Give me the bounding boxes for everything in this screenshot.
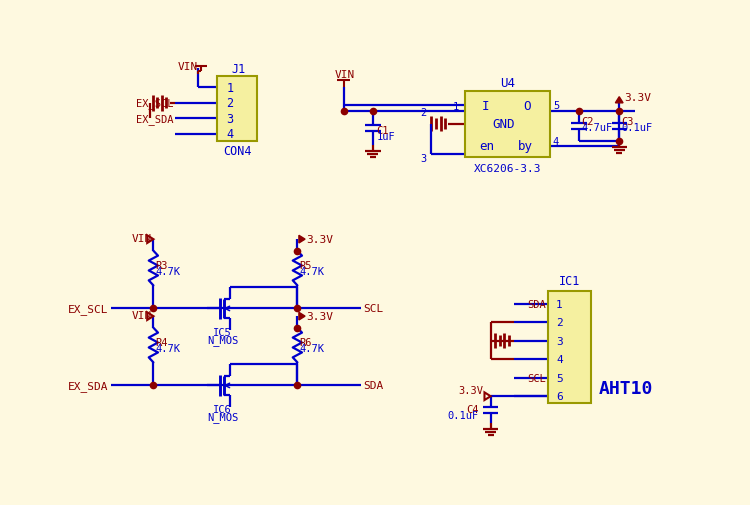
Text: I: I [482, 99, 490, 113]
Text: 3.3V: 3.3V [307, 312, 334, 322]
Text: VIN: VIN [335, 70, 356, 79]
Text: 2: 2 [226, 97, 234, 110]
Text: 4: 4 [552, 137, 559, 147]
Text: 2: 2 [421, 108, 427, 118]
Text: O: O [523, 99, 530, 113]
Text: N_MOS: N_MOS [207, 334, 238, 345]
Text: 3.3V: 3.3V [307, 235, 334, 244]
Text: SCL: SCL [527, 373, 546, 383]
Text: IC1: IC1 [559, 275, 580, 288]
Text: U4: U4 [500, 76, 515, 89]
Polygon shape [615, 97, 623, 104]
Text: C3: C3 [622, 117, 634, 127]
Text: VIN: VIN [131, 234, 152, 244]
Text: by: by [518, 140, 532, 153]
Text: 4.7K: 4.7K [156, 343, 181, 353]
Text: VIN: VIN [131, 311, 152, 321]
Text: R3: R3 [156, 260, 168, 270]
Text: 4.7uF: 4.7uF [581, 123, 613, 133]
Text: 6: 6 [556, 391, 562, 401]
Text: N_MOS: N_MOS [207, 411, 238, 422]
Polygon shape [299, 313, 305, 320]
Text: 2: 2 [556, 318, 562, 328]
Text: EX_SDA: EX_SDA [136, 114, 173, 124]
Text: C4: C4 [466, 403, 479, 414]
Text: IC6: IC6 [213, 403, 232, 414]
Text: 3: 3 [226, 113, 234, 125]
Bar [465, 92, 550, 158]
Text: 3.3V: 3.3V [624, 92, 651, 103]
Text: 1: 1 [453, 102, 459, 112]
Text: XC6206-3.3: XC6206-3.3 [474, 163, 542, 173]
Text: VIN: VIN [178, 62, 198, 72]
Text: SDA: SDA [527, 299, 546, 309]
Bar [548, 292, 591, 403]
Text: en: en [479, 140, 494, 153]
Text: R6: R6 [300, 337, 312, 347]
Text: 3: 3 [421, 154, 427, 164]
Text: GND: GND [492, 118, 514, 131]
Text: EX_SDA: EX_SDA [68, 380, 109, 391]
Text: C1: C1 [376, 126, 389, 135]
Text: SDA: SDA [364, 381, 384, 391]
Text: 1: 1 [556, 299, 562, 309]
Bar [217, 77, 257, 142]
Text: R4: R4 [156, 337, 168, 347]
Text: CON4: CON4 [223, 145, 251, 158]
Text: 1uF: 1uF [376, 132, 395, 142]
Text: 4: 4 [226, 128, 234, 141]
Text: 0.1uF: 0.1uF [448, 410, 479, 420]
Text: IC5: IC5 [213, 327, 232, 337]
Polygon shape [299, 236, 305, 243]
Text: EX_SCL: EX_SCL [68, 304, 109, 314]
Text: C2: C2 [581, 117, 594, 127]
Text: SCL: SCL [364, 304, 384, 314]
Text: 3.3V: 3.3V [458, 385, 483, 395]
Text: 4.7K: 4.7K [300, 343, 325, 353]
Text: 0.1uF: 0.1uF [622, 123, 652, 133]
Text: J1: J1 [232, 63, 246, 76]
Text: AHT10: AHT10 [598, 379, 652, 397]
Text: EX_SCL: EX_SCL [136, 98, 173, 109]
Text: 4.7K: 4.7K [300, 266, 325, 276]
Text: 5: 5 [556, 373, 562, 383]
Text: 5: 5 [554, 101, 560, 111]
Text: 4.7K: 4.7K [156, 266, 181, 276]
Text: 1: 1 [226, 82, 234, 95]
Text: 3: 3 [556, 336, 562, 346]
Text: 4: 4 [556, 355, 562, 365]
Text: R5: R5 [300, 260, 312, 270]
